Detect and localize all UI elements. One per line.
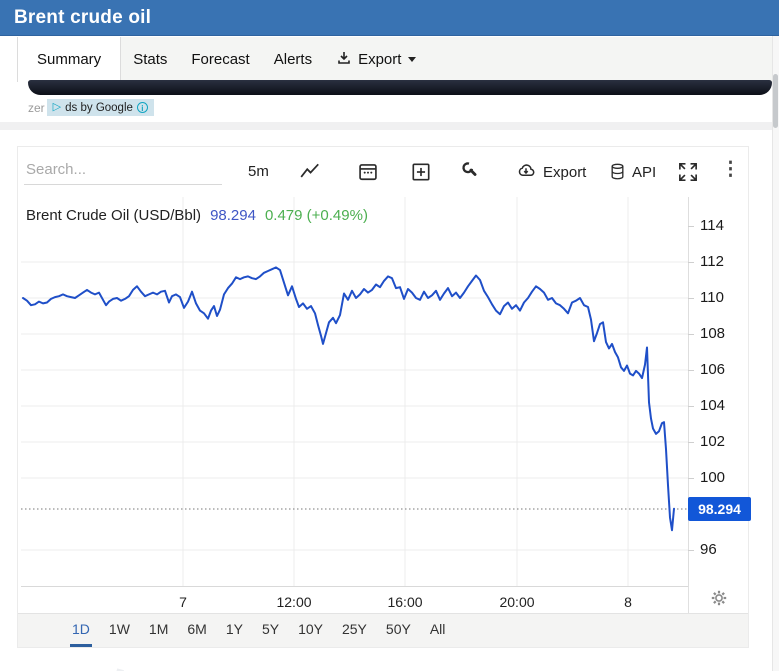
x-axis-label: 8 <box>624 594 632 610</box>
tab-export[interactable]: Export <box>324 37 428 82</box>
tab-summary[interactable]: Summary <box>17 37 122 82</box>
timeframe-all[interactable]: All <box>428 614 448 647</box>
chart-type-button[interactable] <box>297 159 323 185</box>
timeframe-bar: 1D 1W 1M 6M 1Y 5Y 10Y 25Y 50Y All <box>18 613 748 647</box>
y-axis-label: 102 <box>688 433 748 451</box>
section-divider <box>0 122 779 130</box>
timeframe-50y[interactable]: 50Y <box>384 614 413 647</box>
info-icon: i <box>136 102 148 113</box>
wrench-icon <box>457 161 479 183</box>
price-line-series <box>22 266 675 532</box>
ads-by-google-label: ds by Google <box>65 101 133 114</box>
horizontal-gridlines <box>21 261 689 551</box>
tab-label: Alerts <box>273 51 313 68</box>
play-icon: ▷ <box>52 101 62 113</box>
last-price: 98.294 <box>210 207 256 224</box>
ad-attribution: zer ▷ ds by Google i <box>28 99 154 116</box>
instrument-name: Brent Crude Oil (USD/Bbl) <box>26 207 202 224</box>
timeframe-1m[interactable]: 1M <box>147 614 170 647</box>
more-menu-button[interactable]: ⋮ <box>719 157 742 183</box>
timeframe-10y[interactable]: 10Y <box>296 614 325 647</box>
chart-header: Brent Crude Oil (USD/Bbl) 98.294 0.479 (… <box>26 207 368 224</box>
tab-forecast[interactable]: Forecast <box>179 37 261 82</box>
tab-label: Stats <box>133 51 168 68</box>
api-label: API <box>632 163 657 181</box>
add-indicator-button[interactable] <box>408 159 434 185</box>
download-icon <box>336 50 352 70</box>
price-change: 0.479 (+0.49%) <box>264 207 368 224</box>
search-input[interactable] <box>24 157 222 182</box>
current-price-badge: 98.294 <box>688 497 751 521</box>
scrollbar-thumb[interactable] <box>773 74 778 128</box>
x-axis-label: 12:00 <box>276 594 312 610</box>
y-axis-label: 114 <box>688 217 748 235</box>
y-axis-label: 108 <box>688 325 748 343</box>
y-axis-label: 112 <box>688 253 748 271</box>
tab-label: Forecast <box>191 51 250 68</box>
fullscreen-button[interactable] <box>675 159 701 185</box>
y-axis-label: 96 <box>688 541 748 559</box>
timeframe-1w[interactable]: 1W <box>107 614 132 647</box>
gear-icon <box>709 590 729 611</box>
y-axis-label: 106 <box>688 361 748 379</box>
date-range-button[interactable] <box>355 159 381 185</box>
caret-down-icon <box>408 57 417 62</box>
y-axis-label: 110 <box>688 289 748 307</box>
x-axis-label: 7 <box>179 594 187 610</box>
search-field <box>24 157 222 185</box>
page-title: Brent crude oil <box>14 6 152 28</box>
database-icon <box>608 161 627 183</box>
api-button[interactable]: API <box>606 159 658 185</box>
ad-cropped-text: zer <box>28 100 45 115</box>
x-axis-label: 20:00 <box>499 594 535 610</box>
tab-bar: Summary Stats Forecast Alerts Export <box>17 37 773 82</box>
timeframe-5y[interactable]: 5Y <box>260 614 281 647</box>
export-label: Export <box>543 163 587 181</box>
timeframe-6m[interactable]: 6M <box>185 614 208 647</box>
y-axis-label: 100 <box>688 469 748 487</box>
interval-button[interactable]: 5m <box>246 161 271 182</box>
expand-icon <box>677 161 699 183</box>
tools-button[interactable] <box>455 159 481 185</box>
ad-banner[interactable] <box>28 80 772 95</box>
x-axis-label: 16:00 <box>387 594 423 610</box>
kebab-menu-icon: ⋮ <box>721 159 740 180</box>
scrollbar-track[interactable] <box>772 36 779 671</box>
vertical-gridlines <box>182 197 629 587</box>
tab-label: Export <box>358 51 402 68</box>
cloud-download-icon <box>514 161 538 183</box>
axis-line-extension <box>688 587 689 613</box>
window-header: Brent crude oil <box>0 0 779 36</box>
ads-by-google-badge[interactable]: ▷ ds by Google i <box>46 99 154 116</box>
tab-stats[interactable]: Stats <box>121 37 179 82</box>
timeframe-25y[interactable]: 25Y <box>340 614 369 647</box>
chart-card: 5m <box>17 146 751 648</box>
plus-square-icon <box>410 161 432 183</box>
line-chart-icon <box>299 161 321 183</box>
y-axis-label: 104 <box>688 397 748 415</box>
export-button[interactable]: Export <box>512 159 588 185</box>
interval-label: 5m <box>248 163 269 180</box>
calendar-icon <box>357 161 379 183</box>
timeframe-1d[interactable]: 1D <box>70 614 92 647</box>
tab-label: Summary <box>37 51 102 68</box>
price-chart-plot[interactable] <box>21 197 689 587</box>
chart-settings-button[interactable] <box>708 588 730 610</box>
tab-alerts[interactable]: Alerts <box>262 37 324 82</box>
timeframe-1y[interactable]: 1Y <box>224 614 245 647</box>
